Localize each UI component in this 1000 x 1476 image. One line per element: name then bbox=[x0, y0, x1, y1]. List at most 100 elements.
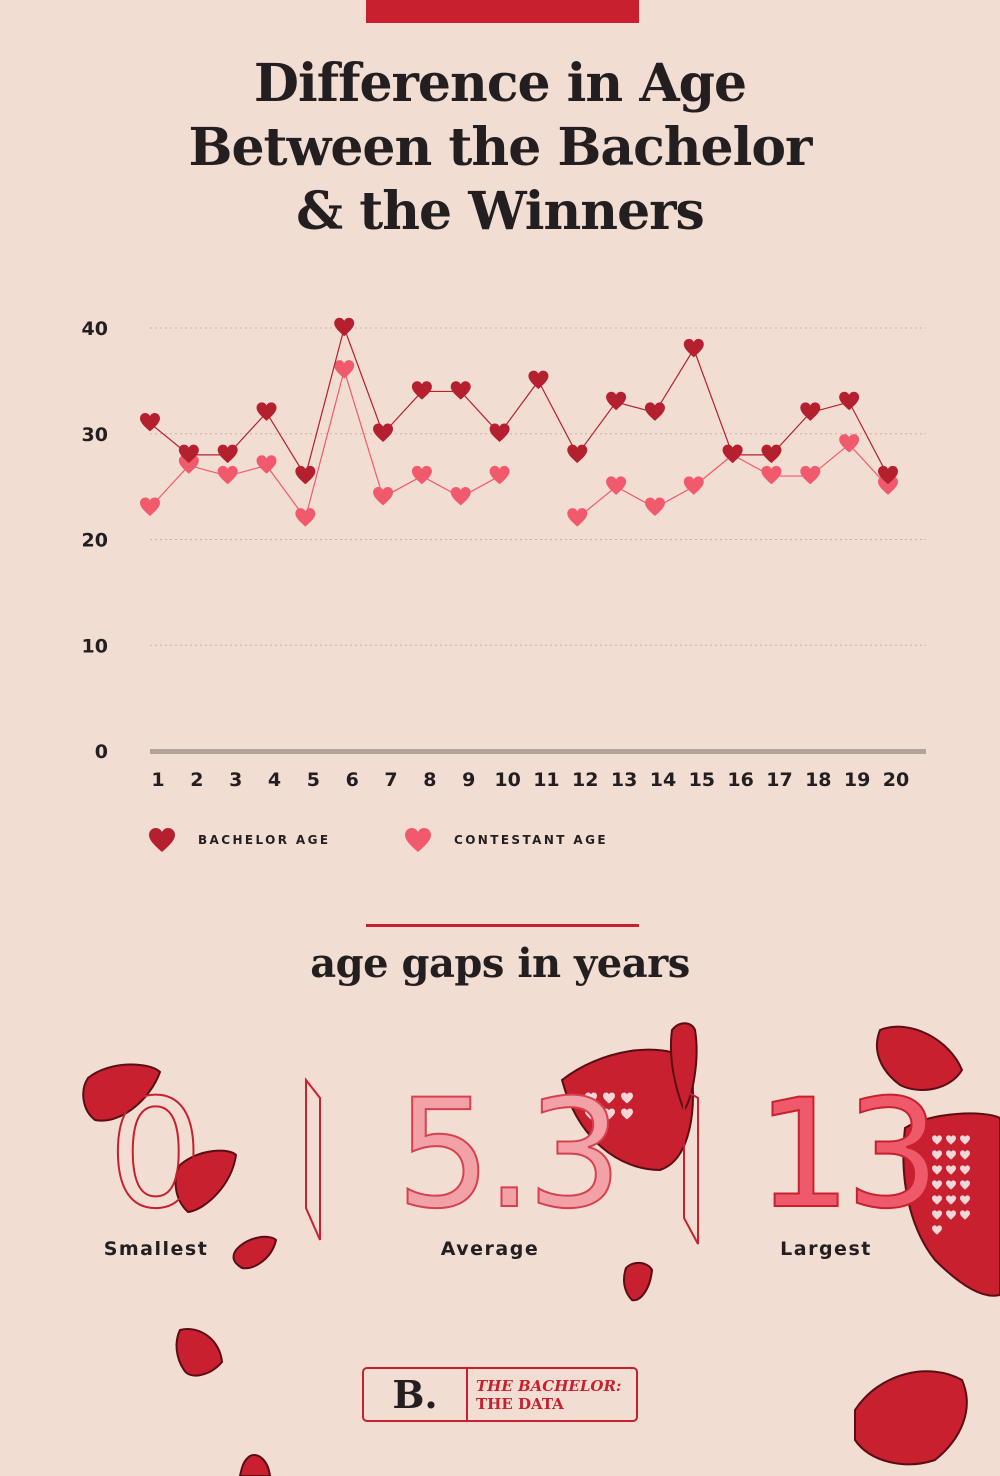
data-point-heart bbox=[334, 360, 355, 379]
data-point-heart bbox=[334, 317, 355, 337]
section-title: age gaps in years bbox=[310, 940, 690, 987]
heart-dot bbox=[946, 1165, 956, 1175]
x-tick-label: 13 bbox=[611, 769, 637, 791]
footer-line-1: THE BACHELOR: bbox=[476, 1376, 622, 1395]
heart-dot bbox=[621, 1092, 633, 1104]
title-line-1: Difference in Age bbox=[253, 53, 747, 114]
legend-heart-icon-contestant bbox=[405, 828, 431, 852]
data-point-heart bbox=[373, 486, 394, 506]
x-tick-label: 4 bbox=[268, 769, 281, 791]
x-axis-baseline bbox=[150, 749, 926, 754]
data-point-heart bbox=[450, 486, 471, 506]
y-tick-label: 0 bbox=[95, 741, 108, 763]
x-tick-label: 14 bbox=[650, 769, 676, 791]
heart-dot bbox=[946, 1180, 956, 1190]
x-tick-label: 12 bbox=[572, 769, 598, 791]
petal-8 bbox=[623, 1262, 654, 1302]
data-point-heart bbox=[644, 497, 665, 517]
footer-badge: B. THE BACHELOR: THE DATA bbox=[362, 1367, 638, 1422]
separator-1 bbox=[305, 1077, 321, 1241]
data-point-heart bbox=[256, 455, 277, 474]
legend-label-contestant: CONTESTANT AGE bbox=[454, 833, 608, 847]
section-divider bbox=[366, 924, 639, 927]
footer-line-2: THE DATA bbox=[476, 1394, 564, 1413]
title-line-3: & the Winners bbox=[296, 181, 705, 242]
data-point-heart bbox=[178, 455, 199, 474]
y-tick-label: 20 bbox=[82, 530, 108, 552]
footer-text: THE BACHELOR: THE DATA bbox=[468, 1369, 636, 1420]
heart-dot bbox=[960, 1210, 970, 1220]
data-point-heart bbox=[528, 370, 549, 390]
data-point-heart bbox=[800, 465, 821, 485]
data-point-heart bbox=[295, 465, 316, 485]
x-tick-label: 6 bbox=[346, 769, 359, 791]
heart-dot bbox=[960, 1150, 970, 1160]
x-tick-label: 1 bbox=[151, 769, 164, 791]
petal-5 bbox=[238, 1454, 272, 1476]
data-point-heart bbox=[878, 476, 898, 495]
heart-dot bbox=[960, 1180, 970, 1190]
legend-label-bachelor: BACHELOR AGE bbox=[198, 833, 331, 847]
data-point-heart bbox=[683, 338, 704, 358]
series-line bbox=[149, 368, 889, 520]
data-point-heart bbox=[761, 465, 782, 485]
legend-heart-icon-bachelor bbox=[149, 828, 175, 852]
x-tick-label: 11 bbox=[533, 769, 559, 791]
heart-dot bbox=[946, 1135, 956, 1145]
data-point-heart bbox=[800, 402, 821, 421]
x-tick-label: 16 bbox=[727, 769, 753, 791]
x-tick-label: 5 bbox=[307, 769, 320, 791]
petal-4 bbox=[175, 1328, 224, 1377]
footer-logo: B. bbox=[364, 1369, 468, 1420]
x-axis-ticks: 1 2 3 4 5 6 7 8 9 10 11 12 13 14 15 16 17 18 19 20 bbox=[151, 769, 909, 791]
x-tick-label: 2 bbox=[190, 769, 203, 791]
heart-dot bbox=[946, 1195, 956, 1205]
data-point-heart bbox=[217, 444, 238, 464]
heart-dot bbox=[621, 1108, 633, 1120]
stat-label-smallest: Smallest bbox=[103, 1238, 209, 1260]
top-accent-bar bbox=[366, 0, 639, 23]
data-point-heart bbox=[489, 423, 510, 442]
x-tick-label: 19 bbox=[844, 769, 870, 791]
x-tick-label: 7 bbox=[384, 769, 397, 791]
data-point-heart bbox=[606, 391, 627, 411]
heart-dot bbox=[960, 1135, 970, 1145]
data-point-heart bbox=[411, 381, 432, 400]
chart-series bbox=[140, 317, 898, 527]
data-point-heart bbox=[839, 434, 860, 453]
title-line-2: Between the Bachelor bbox=[188, 117, 813, 178]
petal-11 bbox=[854, 1370, 968, 1466]
data-point-heart bbox=[178, 444, 199, 464]
legend-item-contestant: CONTESTANT AGE bbox=[404, 826, 608, 854]
heart-dot bbox=[946, 1150, 956, 1160]
data-point-heart bbox=[839, 391, 860, 411]
data-point-heart bbox=[140, 412, 160, 432]
x-tick-label: 18 bbox=[805, 769, 831, 791]
data-point-heart bbox=[373, 423, 394, 442]
y-axis-ticks: 0 10 20 30 40 bbox=[82, 318, 108, 763]
petal-3 bbox=[232, 1235, 278, 1270]
data-point-heart bbox=[644, 402, 665, 421]
separator-2 bbox=[683, 1088, 699, 1245]
data-point-heart bbox=[140, 497, 160, 517]
page-title: Difference in Age Between the Bachelor &… bbox=[0, 52, 1000, 244]
data-point-heart bbox=[489, 465, 510, 485]
x-tick-label: 3 bbox=[229, 769, 242, 791]
stat-value-smallest: 0 bbox=[107, 1068, 204, 1242]
x-tick-label: 17 bbox=[766, 769, 792, 791]
data-point-heart bbox=[256, 402, 277, 421]
series-contestant bbox=[140, 360, 898, 527]
petal-7 bbox=[669, 1022, 698, 1112]
stat-value-average: 5.3 bbox=[395, 1068, 624, 1242]
heart-dot bbox=[960, 1165, 970, 1175]
x-tick-label: 15 bbox=[689, 769, 715, 791]
x-tick-label: 10 bbox=[494, 769, 520, 791]
data-point-heart bbox=[217, 465, 238, 485]
data-point-heart bbox=[683, 476, 704, 495]
y-tick-label: 10 bbox=[82, 635, 108, 657]
stat-label-average: Average bbox=[440, 1238, 540, 1260]
data-point-heart bbox=[295, 508, 316, 527]
stat-value-largest: 13 bbox=[755, 1068, 942, 1242]
x-tick-label: 9 bbox=[462, 769, 475, 791]
